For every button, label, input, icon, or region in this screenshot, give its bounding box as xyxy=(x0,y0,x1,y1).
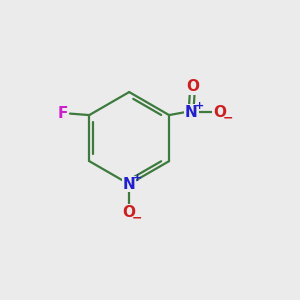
Text: N: N xyxy=(123,177,136,192)
Text: O: O xyxy=(186,79,199,94)
Text: O: O xyxy=(213,105,226,120)
Text: +: + xyxy=(195,100,204,111)
Text: −: − xyxy=(131,212,142,225)
Text: N: N xyxy=(185,105,198,120)
Text: O: O xyxy=(123,205,136,220)
Text: −: − xyxy=(222,112,233,124)
Text: +: + xyxy=(133,172,142,183)
Text: F: F xyxy=(57,106,68,121)
